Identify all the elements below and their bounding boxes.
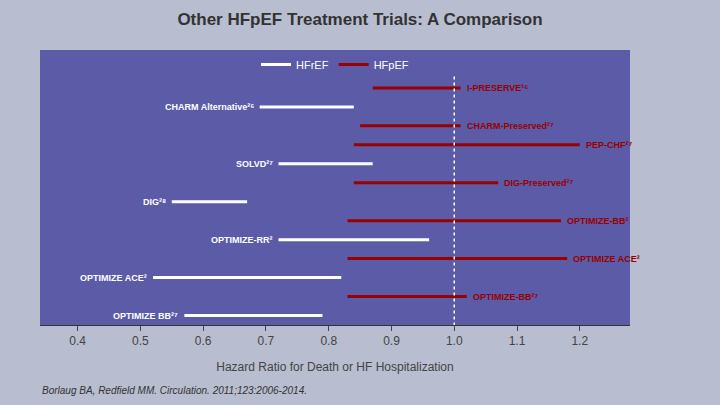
svg-text:OPTIMIZE BB²⁷: OPTIMIZE BB²⁷ (113, 311, 178, 321)
svg-text:OPTIMIZE ACE²: OPTIMIZE ACE² (573, 254, 640, 264)
svg-text:I-PRESERVE¹⁶: I-PRESERVE¹⁶ (467, 83, 529, 93)
svg-text:0.6: 0.6 (195, 334, 212, 348)
svg-text:Other HFpEF Treatment Trials:: Other HFpEF Treatment Trials: A Comparis… (177, 10, 542, 29)
svg-text:OPTIMIZE-RR²: OPTIMIZE-RR² (211, 235, 273, 245)
svg-text:OPTIMIZE-BB²⁷: OPTIMIZE-BB²⁷ (473, 292, 538, 302)
svg-text:0.8: 0.8 (320, 334, 337, 348)
svg-text:Borlaug BA, Redfield MM. Circu: Borlaug BA, Redfield MM. Circulation. 20… (42, 385, 307, 396)
svg-text:HFrEF: HFrEF (296, 59, 329, 71)
svg-text:CHARM-Preserved²⁷: CHARM-Preserved²⁷ (467, 121, 554, 131)
svg-text:0.7: 0.7 (258, 334, 275, 348)
svg-text:Hazard Ratio for Death or HF H: Hazard Ratio for Death or HF Hospitaliza… (216, 360, 453, 374)
svg-text:OPTIMIZE ACE²: OPTIMIZE ACE² (80, 273, 147, 283)
svg-text:0.4: 0.4 (69, 334, 86, 348)
svg-text:SOLVD²⁷: SOLVD²⁷ (236, 159, 273, 169)
svg-text:0.5: 0.5 (132, 334, 149, 348)
svg-text:HFpEF: HFpEF (374, 59, 409, 71)
svg-text:DIG-Preserved²⁷: DIG-Preserved²⁷ (504, 178, 574, 188)
svg-text:CHARM Alternative²⁶: CHARM Alternative²⁶ (165, 102, 254, 112)
svg-text:DIG²⁸: DIG²⁸ (143, 197, 166, 207)
svg-text:1.2: 1.2 (571, 334, 588, 348)
svg-text:1.0: 1.0 (446, 334, 463, 348)
svg-text:PEP-CHF²⁷: PEP-CHF²⁷ (586, 140, 632, 150)
svg-text:0.9: 0.9 (383, 334, 400, 348)
svg-text:1.1: 1.1 (509, 334, 526, 348)
svg-text:OPTIMIZE-BB²: OPTIMIZE-BB² (567, 216, 629, 226)
